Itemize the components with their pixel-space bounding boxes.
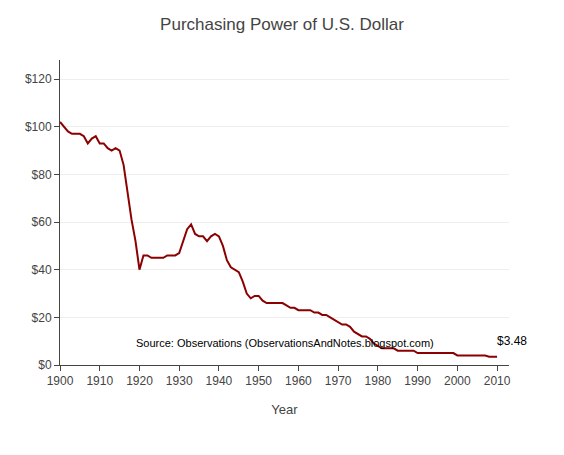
svg-text:Year: Year	[271, 402, 298, 417]
svg-text:1960: 1960	[285, 374, 312, 388]
svg-text:1900: 1900	[47, 374, 74, 388]
svg-text:$3.48: $3.48	[497, 334, 527, 348]
svg-text:$40: $40	[32, 263, 52, 277]
svg-text:2000: 2000	[444, 374, 471, 388]
svg-text:1940: 1940	[206, 374, 233, 388]
svg-text:$100: $100	[25, 120, 52, 134]
svg-text:1920: 1920	[126, 374, 153, 388]
svg-text:Purchasing Power of U.S. Dolla: Purchasing Power of U.S. Dollar	[160, 15, 404, 34]
svg-text:1930: 1930	[166, 374, 193, 388]
svg-text:1980: 1980	[365, 374, 392, 388]
svg-text:2010: 2010	[484, 374, 511, 388]
svg-text:$0: $0	[38, 358, 52, 372]
svg-text:$80: $80	[32, 168, 52, 182]
svg-text:1910: 1910	[86, 374, 113, 388]
svg-text:$20: $20	[32, 311, 52, 325]
svg-text:Source: Observations (Observat: Source: Observations (ObservationsAndNot…	[136, 337, 434, 349]
svg-text:1990: 1990	[404, 374, 431, 388]
svg-text:1950: 1950	[245, 374, 272, 388]
svg-text:1970: 1970	[325, 374, 352, 388]
svg-text:$120: $120	[25, 72, 52, 86]
svg-text:$60: $60	[32, 215, 52, 229]
